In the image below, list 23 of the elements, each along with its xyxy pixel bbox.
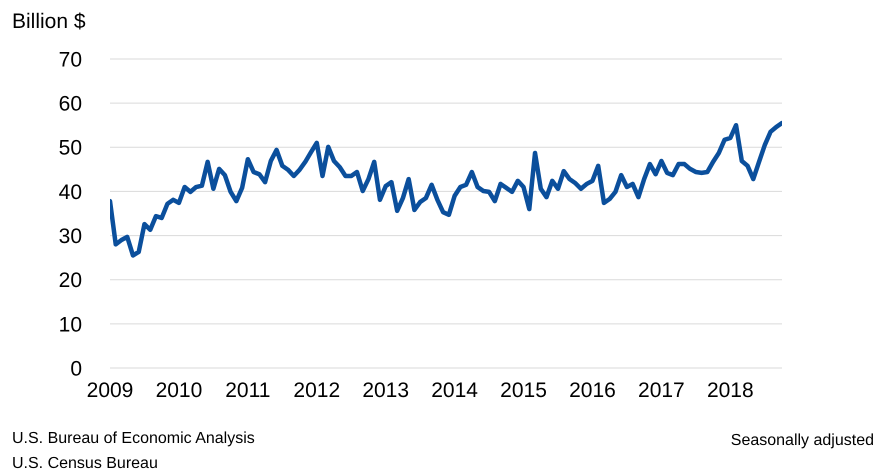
y-tick-label: 60 <box>58 92 82 116</box>
y-tick-label: 10 <box>58 313 82 336</box>
line-series <box>110 120 782 258</box>
x-tick-label: 2015 <box>500 378 547 402</box>
x-tick-label: 2009 <box>86 378 134 402</box>
x-tick-label: 2012 <box>293 378 340 402</box>
x-tick-label: 2013 <box>362 378 410 402</box>
y-tick-label: 30 <box>58 225 82 248</box>
x-tick-label: 2014 <box>431 378 478 402</box>
y-tick-label: 0 <box>70 357 82 380</box>
x-tick-label: 2011 <box>225 378 270 402</box>
x-tick-label: 2010 <box>156 378 202 402</box>
text: Seasonally adjusted <box>730 432 874 450</box>
y-tick-label: 50 <box>58 136 82 160</box>
x-tick-label: 2016 <box>569 378 616 402</box>
x-tick-label: 2017 <box>638 378 685 402</box>
x-tick-label: 2018 <box>706 378 754 402</box>
text: U.S. Census Bureau <box>12 455 158 473</box>
y-tick-label: 20 <box>58 269 82 292</box>
text: U.S. Bureau of Economic Analysis <box>12 430 255 448</box>
y-tick-label: 70 <box>58 48 82 72</box>
y-tick-label: 40 <box>58 180 82 204</box>
y-axis-title: Billion $ <box>12 10 86 34</box>
